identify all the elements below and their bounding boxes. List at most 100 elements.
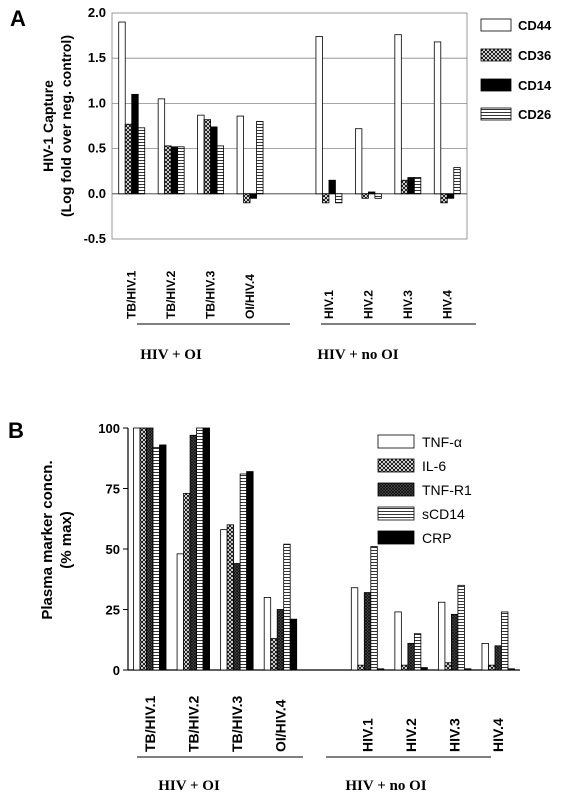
legend-label-a-cd26: CD26 [518,107,551,122]
bar-b-il6-3 [270,638,278,671]
bar-a-cd44-1 [157,98,166,195]
legend-label-b-il6: IL-6 [422,458,446,474]
bar-b-crp-3 [289,618,298,671]
bar-a-cd14-8 [446,193,455,199]
bar-a-cd44-8 [433,41,442,195]
bar-b-crp-1 [202,427,210,671]
bar-a-cd26-1 [177,146,185,195]
bar-b-crp-6 [420,667,428,671]
bar-b-il6-8 [488,664,496,671]
bar-a-cd26-6 [374,193,382,199]
legend-swatch-a-cd14 [480,78,512,92]
legend-label-a-cd14: CD14 [518,78,552,93]
legend-swatch-a-cd44 [480,18,512,32]
y-tick-label-a: 1.5 [88,50,106,65]
x-tick-label-b: HIV.2 [403,718,419,752]
bar-b-tnfr1-8 [494,645,502,671]
bar-a-cd36-5 [322,193,330,204]
bar-a-cd14-1 [170,146,179,195]
y-tick-label-b: 25 [106,603,120,618]
x-tick-label-a: HIV.3 [401,290,415,319]
bar-b-il6-6 [400,664,409,671]
legend-label-a-cd36: CD36 [518,48,551,63]
group-label-a-1: HIV + OI [140,347,202,363]
bar-b-tnf-0 [133,427,141,671]
x-tick-label-a: TB/HIV.3 [204,270,218,319]
x-tick-label-b: TB/HIV.2 [185,696,201,752]
y-tick-label-a: -0.5 [84,231,106,246]
bar-b-tnfr1-5 [363,592,372,671]
bar-b-il6-2 [226,524,235,671]
bar-b-scd14-0 [152,446,160,671]
legend-swatch-a-cd26 [480,107,512,121]
legend-label-b-tnf: TNF-α [422,434,462,450]
legend-swatch-b-crp [377,530,415,545]
bar-b-tnf-3 [263,597,272,671]
bar-a-cd26-7 [413,177,422,195]
bar-a-cd36-2 [203,119,212,195]
bar-a-cd14-6 [367,191,376,195]
bar-a-cd36-7 [400,179,409,195]
bar-a-cd14-3 [249,193,257,199]
bar-a-cd14-2 [210,126,218,195]
y-axis-label-a-2: (Log fold over neg. control) [58,35,74,217]
bar-b-tnf-6 [394,611,402,671]
bar-b-scd14-8 [501,611,509,671]
x-tick-label-a: HIV.1 [322,290,336,319]
bar-b-tnfr1-3 [276,609,285,671]
y-tick-label-b: 100 [98,421,120,436]
x-tick-label-a: TB/HIV.2 [164,270,178,319]
panel-label-b: B [8,418,24,443]
bar-a-cd36-3 [243,193,251,204]
legend-swatch-a-cd36 [480,48,512,62]
legend-label-b-crp: CRP [422,530,452,546]
bar-a-cd14-7 [407,177,415,195]
bar-b-scd14-5 [370,546,378,671]
bar-a-cd26-2 [216,145,225,195]
bar-b-crp-2 [246,471,254,671]
bar-b-tnfr1-6 [407,642,415,671]
y-tick-label-b: 0 [113,663,120,678]
bar-b-tnf-7 [438,601,446,671]
bar-a-cd36-1 [164,145,172,195]
y-axis-label-b-1: Plasma marker concn. [39,460,56,619]
y-tick-label-a: 0.5 [88,141,106,156]
legend-swatch-b-scd14 [377,506,415,521]
bar-b-tnf-8 [481,642,489,671]
bar-b-tnfr1-2 [233,563,241,671]
x-tick-label-a: HIV.2 [361,290,375,319]
y-tick-label-a: 2.0 [88,5,106,20]
bar-a-cd26-5 [335,193,343,204]
bar-b-tnfr1-7 [451,613,459,671]
bar-b-tnf-2 [220,529,228,671]
group-label-b-2: HIV + no OI [345,778,426,794]
bar-b-crp-5 [376,668,385,671]
bar-b-scd14-6 [413,633,422,671]
y-axis-label-b-2: (% max) [58,511,75,569]
bar-b-tnf-5 [350,587,359,671]
group-label-b-1: HIV + OI [158,778,220,794]
bar-b-scd14-7 [457,584,465,671]
panel-a-chart: 2.0 1.5 1.0 0.5 0.0 -0.5 TB/HIV.1 TB/HIV.2 TB/HI… [40,5,552,363]
bar-b-il6-1 [183,492,191,671]
bar-b-scd14-3 [283,543,291,671]
bar-a-cd26-3 [256,121,264,195]
bar-a-cd44-5 [315,36,323,195]
bar-a-cd14-5 [328,179,336,195]
bar-a-cd44-3 [236,115,244,195]
legend-swatch-b-tnfr1 [377,482,415,497]
y-axis-label-a-1: HIV-1 Capture [40,80,56,172]
legend-label-b-scd14: sCD14 [422,506,465,522]
bar-b-scd14-1 [196,427,204,671]
x-tick-label-b: HIV.3 [447,718,463,752]
x-tick-label-a: HIV.4 [440,290,454,319]
bar-b-il6-0 [139,427,147,671]
bar-b-scd14-2 [239,473,248,671]
legend-swatch-b-il6 [377,458,415,473]
bar-b-il6-5 [357,664,365,671]
legend-swatch-b-tnf [377,434,415,449]
plot-area-a [111,12,468,240]
x-tick-label-b: HIV.4 [490,718,506,752]
bar-b-crp-0 [159,444,167,671]
